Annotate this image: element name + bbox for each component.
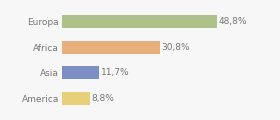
Bar xyxy=(62,15,217,28)
Text: 8,8%: 8,8% xyxy=(91,94,114,103)
Bar xyxy=(62,66,99,79)
Bar xyxy=(62,41,160,54)
Text: 48,8%: 48,8% xyxy=(219,17,247,26)
Text: 11,7%: 11,7% xyxy=(101,68,129,77)
Bar xyxy=(62,92,90,105)
Text: 30,8%: 30,8% xyxy=(161,43,190,52)
